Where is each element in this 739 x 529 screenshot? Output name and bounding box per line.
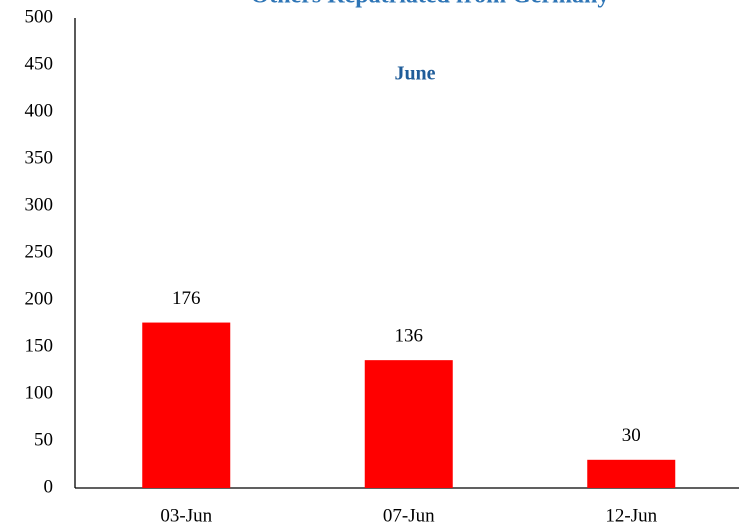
y-tick-label: 350 [25, 147, 54, 168]
data-label: 176 [172, 288, 201, 309]
x-tick-label: 12-Jun [605, 505, 657, 526]
data-label: 30 [622, 425, 641, 446]
bar [364, 360, 453, 488]
y-tick-label: 450 [25, 53, 54, 74]
chart-subtitle: June [394, 63, 435, 85]
y-tick-label: 500 [25, 6, 54, 27]
y-tick-label: 200 [25, 288, 54, 309]
bar [587, 459, 676, 488]
y-tick-label: 0 [44, 476, 54, 497]
chart-title: Others Repatriated from Germany [251, 0, 610, 9]
y-tick-label: 50 [34, 429, 53, 450]
bar [142, 322, 231, 488]
x-tick-label: 07-Jun [383, 505, 435, 526]
y-tick-label: 100 [25, 382, 54, 403]
x-tick-label: 03-Jun [160, 505, 212, 526]
y-tick-label: 150 [25, 335, 54, 356]
y-tick-label: 400 [25, 100, 54, 121]
data-label: 136 [395, 326, 424, 347]
y-tick-label: 300 [25, 194, 54, 215]
y-tick-label: 250 [25, 241, 54, 262]
